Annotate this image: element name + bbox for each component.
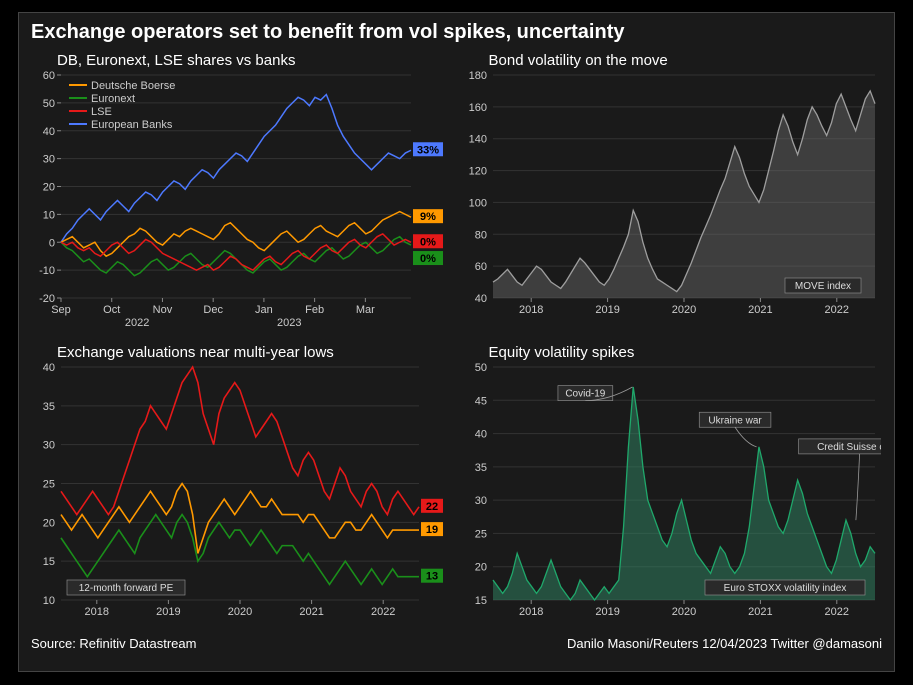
chart-top-left: DB, Euronext, LSE shares vs banks -20-10… xyxy=(29,50,453,338)
chart-tr-svg: 40 60 80 100 120 140 160 180 2018 2019 2020 2021 202… xyxy=(461,71,881,336)
chart-tl-svg: -20-100102030405060SepOctNovDecJanFebMar… xyxy=(29,71,449,336)
main-title: Exchange operators set to benefit from v… xyxy=(19,13,894,50)
footer: Source: Refinitiv Datastream Danilo Maso… xyxy=(19,630,894,651)
svg-text:2020: 2020 xyxy=(671,304,695,316)
chart-grid: DB, Euronext, LSE shares vs banks -20-10… xyxy=(19,50,894,630)
svg-text:140: 140 xyxy=(468,134,486,146)
svg-text:50: 50 xyxy=(43,98,55,110)
svg-text:9%: 9% xyxy=(420,211,436,223)
svg-text:Feb: Feb xyxy=(305,304,324,316)
svg-text:0%: 0% xyxy=(420,253,436,265)
svg-text:2019: 2019 xyxy=(156,606,180,618)
svg-text:2018: 2018 xyxy=(518,304,542,316)
svg-text:15: 15 xyxy=(43,556,55,568)
chart-br-svg: 15 20 25 30 35 40 45 50 2018 2019 2020 2021 2022 Covi… xyxy=(461,363,881,628)
credit-text: Danilo Masoni/Reuters 12/04/2023 Twitter… xyxy=(567,636,882,651)
svg-text:2021: 2021 xyxy=(748,304,772,316)
svg-text:100: 100 xyxy=(468,197,486,209)
svg-text:10: 10 xyxy=(43,595,55,607)
chart-tr-title: Bond volatility on the move xyxy=(461,50,885,71)
svg-text:40: 40 xyxy=(474,293,486,305)
svg-text:Sep: Sep xyxy=(51,304,71,316)
chart-bottom-right: Equity volatility spikes 15 20 25 30 35 40 45 5… xyxy=(461,342,885,630)
svg-text:2018: 2018 xyxy=(518,606,542,618)
chart-br-title: Equity volatility spikes xyxy=(461,342,885,363)
svg-text:0%: 0% xyxy=(420,236,436,248)
chart-top-right: Bond volatility on the move 40 60 80 100 120… xyxy=(461,50,885,338)
svg-text:Oct: Oct xyxy=(103,304,120,316)
svg-text:2020: 2020 xyxy=(228,606,252,618)
svg-text:2019: 2019 xyxy=(595,304,619,316)
svg-text:15: 15 xyxy=(474,595,486,607)
svg-text:Euro STOXX volatility index: Euro STOXX volatility index xyxy=(723,583,846,594)
svg-text:0: 0 xyxy=(49,237,55,249)
svg-text:LSE: LSE xyxy=(91,106,112,118)
svg-text:MOVE index: MOVE index xyxy=(794,281,850,292)
svg-text:30: 30 xyxy=(43,154,55,166)
svg-text:30: 30 xyxy=(43,440,55,452)
chart-bl-svg: 10 15 20 25 30 35 40 2018 2019 2020 2021 2022 22 19 13… xyxy=(29,363,449,628)
svg-text:19: 19 xyxy=(426,524,438,536)
svg-text:60: 60 xyxy=(43,71,55,82)
svg-text:Euronext: Euronext xyxy=(91,93,135,105)
svg-text:Deutsche Boerse: Deutsche Boerse xyxy=(91,80,175,92)
svg-text:40: 40 xyxy=(43,126,55,138)
svg-text:120: 120 xyxy=(468,166,486,178)
svg-text:2023: 2023 xyxy=(277,317,301,329)
svg-text:50: 50 xyxy=(474,363,486,374)
svg-text:180: 180 xyxy=(468,71,486,82)
svg-text:35: 35 xyxy=(43,401,55,413)
svg-text:2022: 2022 xyxy=(824,304,848,316)
svg-text:2021: 2021 xyxy=(299,606,323,618)
svg-text:33%: 33% xyxy=(417,144,439,156)
svg-text:12-month forward PE: 12-month forward PE xyxy=(79,583,174,594)
svg-text:80: 80 xyxy=(474,229,486,241)
svg-text:Covid-19: Covid-19 xyxy=(565,389,605,400)
svg-text:20: 20 xyxy=(43,517,55,529)
svg-text:20: 20 xyxy=(474,562,486,574)
svg-text:2022: 2022 xyxy=(824,606,848,618)
svg-text:40: 40 xyxy=(43,363,55,374)
svg-text:2020: 2020 xyxy=(671,606,695,618)
svg-text:45: 45 xyxy=(474,395,486,407)
svg-text:20: 20 xyxy=(43,182,55,194)
svg-text:22: 22 xyxy=(426,501,438,513)
svg-text:2022: 2022 xyxy=(371,606,395,618)
svg-text:2021: 2021 xyxy=(748,606,772,618)
svg-text:25: 25 xyxy=(43,479,55,491)
svg-text:160: 160 xyxy=(468,102,486,114)
svg-text:European Banks: European Banks xyxy=(91,119,173,131)
svg-text:Nov: Nov xyxy=(153,304,173,316)
svg-text:-10: -10 xyxy=(39,265,55,277)
svg-text:40: 40 xyxy=(474,429,486,441)
svg-text:60: 60 xyxy=(474,261,486,273)
svg-text:10: 10 xyxy=(43,209,55,221)
svg-text:Jan: Jan xyxy=(255,304,273,316)
svg-text:2022: 2022 xyxy=(125,317,149,329)
chart-panel: Exchange operators set to benefit from v… xyxy=(18,12,895,672)
svg-text:Ukraine war: Ukraine war xyxy=(708,415,762,426)
source-text: Source: Refinitiv Datastream xyxy=(31,636,196,651)
chart-bottom-left: Exchange valuations near multi-year lows… xyxy=(29,342,453,630)
svg-text:35: 35 xyxy=(474,462,486,474)
svg-text:30: 30 xyxy=(474,495,486,507)
svg-text:25: 25 xyxy=(474,528,486,540)
svg-text:13: 13 xyxy=(426,571,438,583)
svg-text:2019: 2019 xyxy=(595,606,619,618)
svg-text:Credit Suisse crisis: Credit Suisse crisis xyxy=(817,442,881,453)
svg-text:Mar: Mar xyxy=(356,304,375,316)
svg-text:2018: 2018 xyxy=(85,606,109,618)
chart-bl-title: Exchange valuations near multi-year lows xyxy=(29,342,453,363)
chart-tl-title: DB, Euronext, LSE shares vs banks xyxy=(29,50,453,71)
svg-text:Dec: Dec xyxy=(203,304,223,316)
